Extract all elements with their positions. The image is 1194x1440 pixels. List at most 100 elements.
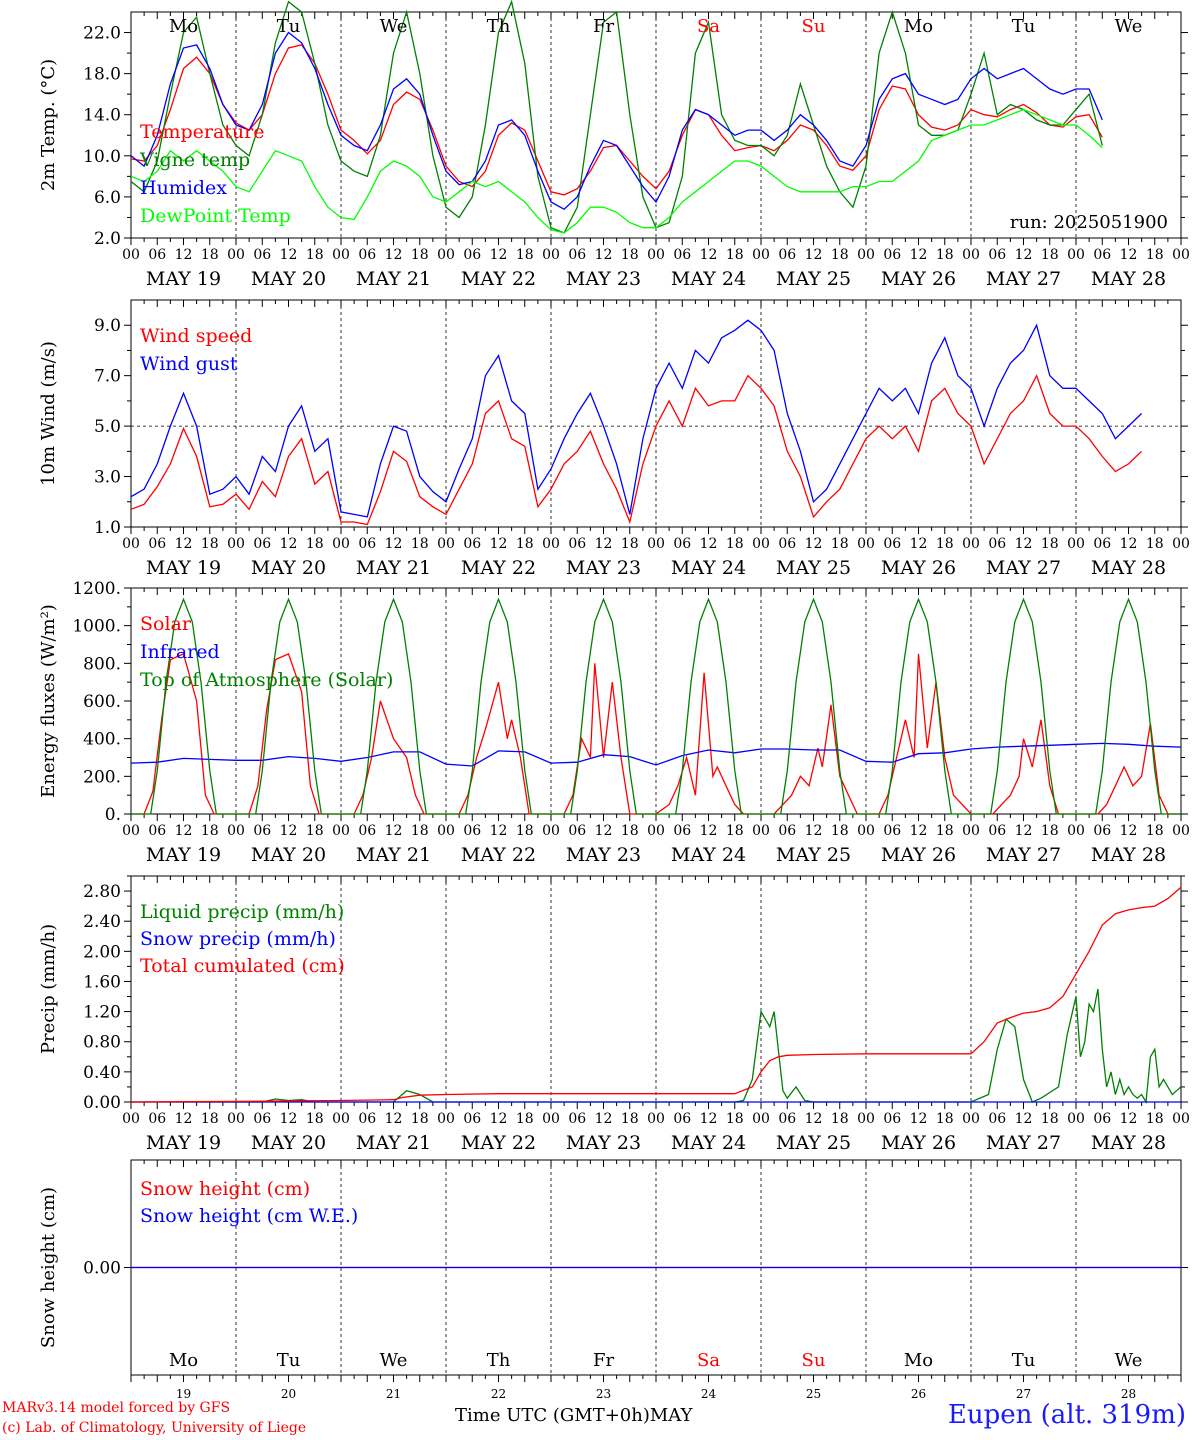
hour-tick-label: 06: [358, 823, 376, 839]
y-tick-label: 1.0: [94, 518, 121, 538]
date-label: MAY 24: [671, 268, 746, 290]
hour-tick-label: 06: [463, 1111, 481, 1127]
hour-tick-label: 18: [936, 536, 954, 552]
hour-tick-label: 06: [148, 1111, 166, 1127]
day-of-week-label: Tu: [1012, 16, 1036, 37]
hour-tick-label: 12: [910, 536, 928, 552]
hour-tick-label: 18: [1041, 247, 1059, 263]
legend-entry: DewPoint Temp: [140, 205, 291, 227]
y-tick-label: 5.0: [94, 417, 121, 437]
hour-tick-label: 18: [1146, 247, 1164, 263]
hour-tick-label: 00: [122, 536, 140, 552]
legend-entry: Snow height (cm W.E.): [140, 1205, 358, 1227]
date-label: MAY 27: [986, 1132, 1061, 1154]
hour-tick-label: 06: [358, 1111, 376, 1127]
legend-entry: Solar: [140, 613, 192, 635]
day-number-label: 22: [491, 1387, 506, 1401]
date-label: MAY 28: [1091, 268, 1166, 290]
hour-tick-label: 06: [883, 247, 901, 263]
y-tick-label: 3.0: [94, 468, 121, 488]
hour-tick-label: 00: [962, 536, 980, 552]
day-of-week-label: Mo: [169, 1350, 198, 1371]
day-number-label: 23: [596, 1387, 611, 1401]
hour-tick-label: 00: [1067, 823, 1085, 839]
hour-tick-label: 18: [306, 823, 324, 839]
hour-tick-label: 06: [148, 823, 166, 839]
series-line-humidex: [130, 31, 1103, 210]
day-of-week-label: Th: [487, 16, 511, 37]
y-tick-label: 0.40: [83, 1063, 121, 1083]
hour-tick-label: 18: [1041, 823, 1059, 839]
hour-tick-label: 18: [306, 536, 324, 552]
hour-tick-label: 00: [857, 247, 875, 263]
run-annotation: run: 2025051900: [1010, 212, 1168, 233]
hour-tick-label: 12: [910, 247, 928, 263]
y-tick-label: 200.: [83, 767, 121, 787]
hour-tick-label: 06: [463, 823, 481, 839]
hour-tick-label: 12: [910, 823, 928, 839]
hour-tick-label: 18: [936, 1111, 954, 1127]
hour-tick-label: 00: [1172, 1111, 1190, 1127]
hour-tick-label: 18: [726, 247, 744, 263]
hour-tick-label: 00: [857, 536, 875, 552]
panel-5: 0.00 Snow height (cm) Snow height (cm) Snow…: [38, 1159, 1188, 1401]
y-axis-title: Energy fluxes (W/m²): [38, 604, 59, 798]
hour-tick-label: 00: [647, 1111, 665, 1127]
hour-tick-label: 18: [621, 823, 639, 839]
legend-entry: Snow height (cm): [140, 1178, 310, 1200]
date-label: MAY 26: [881, 1132, 956, 1154]
y-axis-title: 10m Wind (m/s): [38, 341, 59, 486]
hour-tick-label: 00: [752, 536, 770, 552]
date-label: MAY 28: [1091, 1132, 1166, 1154]
date-label: MAY 23: [566, 844, 641, 866]
date-label: MAY 26: [881, 557, 956, 579]
date-label: MAY 25: [776, 268, 851, 290]
y-tick-label: 0.00: [83, 1093, 121, 1113]
day-number-label: 28: [1121, 1387, 1136, 1401]
hour-tick-label: 00: [437, 536, 455, 552]
hour-tick-label: 00: [332, 247, 350, 263]
hour-tick-label: 06: [778, 247, 796, 263]
hour-tick-label: 12: [175, 536, 193, 552]
hour-tick-label: 12: [1015, 1111, 1033, 1127]
hour-tick-label: 12: [910, 1111, 928, 1127]
hour-tick-label: 00: [437, 1111, 455, 1127]
hour-tick-label: 00: [647, 823, 665, 839]
hour-tick-label: 00: [752, 823, 770, 839]
day-of-week-label: Sa: [697, 16, 720, 37]
x-axis-title-text: Time UTC (GMT+0h): [455, 1405, 650, 1426]
hour-tick-label: 06: [673, 823, 691, 839]
date-label: MAY 19: [146, 844, 221, 866]
hour-tick-label: 12: [385, 823, 403, 839]
hour-tick-label: 12: [595, 536, 613, 552]
hour-tick-label: 18: [936, 247, 954, 263]
y-tick-label: 0.00: [83, 1259, 121, 1279]
hour-tick-label: 06: [673, 536, 691, 552]
day-number-label: 20: [281, 1387, 296, 1401]
hour-tick-label: 18: [306, 1111, 324, 1127]
series-line-infrared: [130, 742, 1182, 767]
hour-tick-label: 18: [621, 247, 639, 263]
hour-tick-label: 06: [673, 1111, 691, 1127]
day-of-week-label: Tu: [277, 1350, 301, 1371]
date-label: MAY 22: [461, 844, 536, 866]
day-of-week-label: Su: [802, 1350, 826, 1371]
day-number-label: 25: [806, 1387, 821, 1401]
hour-tick-label: 18: [831, 247, 849, 263]
day-of-week-label: Mo: [904, 1350, 933, 1371]
date-label: MAY 25: [776, 557, 851, 579]
hour-tick-label: 06: [883, 1111, 901, 1127]
hour-tick-label: 00: [857, 823, 875, 839]
hour-tick-label: 12: [280, 247, 298, 263]
hour-tick-label: 06: [463, 247, 481, 263]
x-axis-title: Time UTC (GMT+0h)MAY: [455, 1405, 692, 1426]
model-credit: MARv3.14 model forced by GFS: [2, 1400, 231, 1416]
hour-tick-label: 00: [332, 823, 350, 839]
hour-tick-label: 12: [175, 247, 193, 263]
hour-tick-label: 00: [752, 247, 770, 263]
date-label: MAY 26: [881, 844, 956, 866]
hour-tick-label: 00: [542, 823, 560, 839]
y-tick-label: 6.0: [94, 188, 121, 208]
hour-tick-label: 00: [227, 1111, 245, 1127]
